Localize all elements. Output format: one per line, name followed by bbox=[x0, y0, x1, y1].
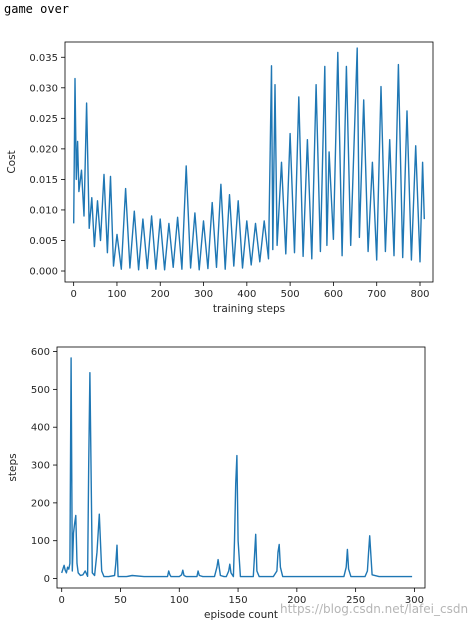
x-tick-label: 400 bbox=[237, 289, 256, 300]
x-tick-label: 150 bbox=[229, 595, 248, 606]
x-tick-label: 250 bbox=[346, 595, 365, 606]
y-tick-label: 0.030 bbox=[29, 83, 58, 94]
console-output-text: game over bbox=[4, 2, 70, 16]
x-axis-label: training steps bbox=[213, 303, 285, 315]
series-line-0 bbox=[61, 357, 413, 578]
x-tick-label: 100 bbox=[170, 595, 189, 606]
y-tick-label: 400 bbox=[31, 423, 50, 434]
y-tick-label: 500 bbox=[31, 385, 50, 396]
y-tick-label: 0.020 bbox=[29, 144, 58, 155]
x-tick-label: 200 bbox=[151, 289, 170, 300]
plot-frame bbox=[64, 41, 434, 283]
watermark-text: https://blog.csdn.net/lafei_csdn bbox=[280, 602, 469, 616]
x-tick-label: 600 bbox=[324, 289, 343, 300]
y-tick-label: 0.010 bbox=[29, 205, 58, 216]
y-axis-label: steps bbox=[7, 453, 19, 481]
x-tick-label: 50 bbox=[114, 595, 127, 606]
cost-chart: 0 100 200 300 400 500 600 700 800 0.000 0.005 0.010… bbox=[6, 41, 434, 315]
x-tick-label: 0 bbox=[70, 289, 76, 300]
y-tick-label: 0.035 bbox=[29, 53, 58, 64]
x-tick-label: 200 bbox=[287, 595, 306, 606]
y-tick-label: 0.025 bbox=[29, 114, 58, 125]
x-tick-label: 500 bbox=[281, 289, 300, 300]
x-tick-label: 700 bbox=[367, 289, 386, 300]
x-tick-label: 300 bbox=[194, 289, 213, 300]
x-axis-label: episode count bbox=[204, 609, 278, 621]
y-tick-label: 600 bbox=[31, 347, 50, 358]
plot-frame bbox=[56, 346, 426, 589]
y-axis-label: Cost bbox=[6, 150, 18, 173]
y-tick-label: 0.005 bbox=[29, 236, 58, 247]
y-tick-label: 0 bbox=[44, 574, 50, 585]
series-line-0 bbox=[73, 47, 425, 271]
x-tick-label: 800 bbox=[410, 289, 429, 300]
x-tick-label: 0 bbox=[59, 595, 65, 606]
x-tick-label: 300 bbox=[405, 595, 424, 606]
y-tick-label: 200 bbox=[31, 498, 50, 509]
y-tick-label: 300 bbox=[31, 461, 50, 472]
y-tick-label: 100 bbox=[31, 536, 50, 547]
y-tick-label: 0.000 bbox=[29, 267, 58, 278]
y-tick-label: 0.015 bbox=[29, 175, 58, 186]
x-tick-label: 100 bbox=[107, 289, 126, 300]
